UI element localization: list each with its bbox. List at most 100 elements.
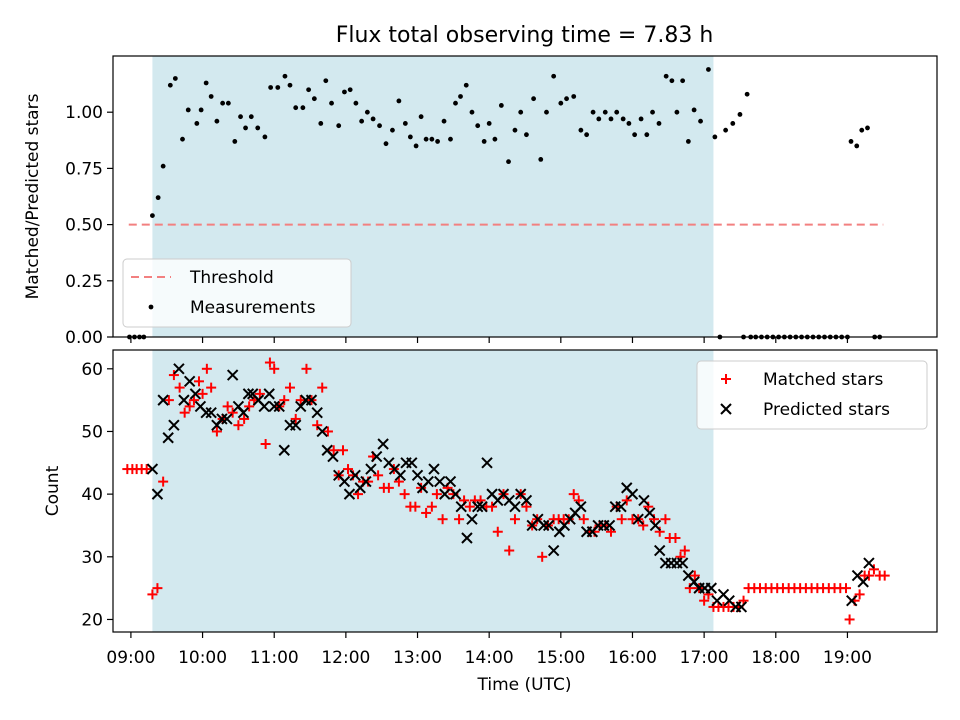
cross-stroke [449,488,462,500]
cross-stroke [162,432,174,444]
cross-stroke [332,469,345,482]
matched-star-point [399,489,410,500]
matched-star-point [244,401,255,412]
matched-star-point [854,589,865,600]
predicted-star-point [542,519,555,532]
measurement-point [160,163,166,169]
cross-stroke [278,444,290,456]
matched-star-point [206,382,217,393]
matched-star-point [509,514,520,525]
cross-stroke [476,500,488,513]
measurement-point [248,114,254,120]
predicted-star-point [857,576,869,588]
x-tick-label: 10:00 [178,648,227,668]
measurement-point [685,139,691,144]
measurement-point [407,134,413,140]
predicted-star-point [258,400,270,413]
matched-star-point [260,439,271,449]
y-tick-label: 60 [81,360,103,380]
cross-stroke [258,400,270,413]
cross-stroke [547,544,560,557]
x-tick-label: 16:00 [608,648,657,668]
cross-stroke [638,494,650,507]
predicted-star-point [653,544,666,557]
measurement-point [596,116,602,122]
predicted-star-point [221,413,233,425]
matched-star-point [284,382,295,393]
matched-star-point [227,407,238,418]
cross-stroke [194,400,207,413]
y-tick-label: 0.75 [65,159,103,179]
predicted-star-point [360,475,372,488]
cross-stroke [394,469,407,482]
ratio-legend: Threshold Measurements [122,258,352,328]
legend-measurements-swatch [148,304,154,310]
predicted-star-point [151,488,164,500]
measurement-point [463,82,469,88]
measurement-point [486,121,492,126]
y-tick-label: 30 [81,548,103,568]
measurement-point [342,89,347,95]
measurement-point [551,73,557,79]
matched-star-point [239,413,250,424]
measurement-point [435,139,440,144]
counts-panel: 20 30 40 50 60 09:00 10:00 11:00 12:00 13:00 14:0… [43,349,938,695]
cross-stroke [216,413,228,425]
predicted-star-point [575,500,587,513]
measurement-point [413,143,419,149]
cross-stroke [221,413,233,425]
predicted-star-point [273,400,285,413]
measurement-point [185,107,191,113]
cross-stroke [200,406,212,419]
legend-predicted-swatch [720,403,732,415]
matched-star-point [410,501,421,512]
cross-stroke [461,532,473,544]
cross-stroke [434,475,446,488]
measurement-point [706,67,711,72]
predicted-star-point [205,406,217,419]
measurement-point [644,132,650,138]
cross-stroke [178,394,190,406]
cross-stroke [497,488,510,500]
measurement-point [402,121,408,126]
predicted-star-point [365,463,377,475]
cross-stroke [388,463,401,475]
measurement-point [663,73,669,79]
predicted-star-point [157,394,169,406]
matched-star-point [868,564,879,575]
cross-stroke [321,444,333,456]
measurement-point [359,118,365,124]
counts-x-axis: 09:00 10:00 11:00 12:00 13:00 14:00 15:00 16:00… [106,632,872,668]
matched-star-point [188,395,199,406]
cross-stroke [717,588,730,601]
matched-star-point [537,551,548,562]
cross-stroke [615,500,627,513]
x-tick-label: 14:00 [465,648,514,668]
measurement-point [669,78,675,84]
predicted-star-point [377,438,389,450]
predicted-star-point [449,488,462,500]
matched-star-point [879,570,890,581]
measurement-point [848,139,854,144]
cross-stroke [575,500,587,513]
y-tick-label: 1.00 [65,103,103,123]
measurement-point [680,78,686,84]
predicted-star-point [411,469,424,482]
cross-stroke [365,463,377,475]
measurement-point [203,80,209,86]
matched-star-point [141,464,152,475]
measurement-point [150,213,155,219]
measurement-point [620,116,626,122]
x-tick-label: 12:00 [321,648,370,668]
measurement-point [287,82,293,88]
matched-star-point [179,407,190,418]
matched-star-point [222,401,233,412]
cross-stroke [370,450,383,463]
measurement-point [584,132,590,138]
cross-stroke [520,494,533,507]
measurement-point [441,118,447,124]
cross-stroke [189,388,202,400]
matched-star-point [616,514,627,525]
matched-star-point [863,570,874,581]
measurement-point [318,121,324,126]
